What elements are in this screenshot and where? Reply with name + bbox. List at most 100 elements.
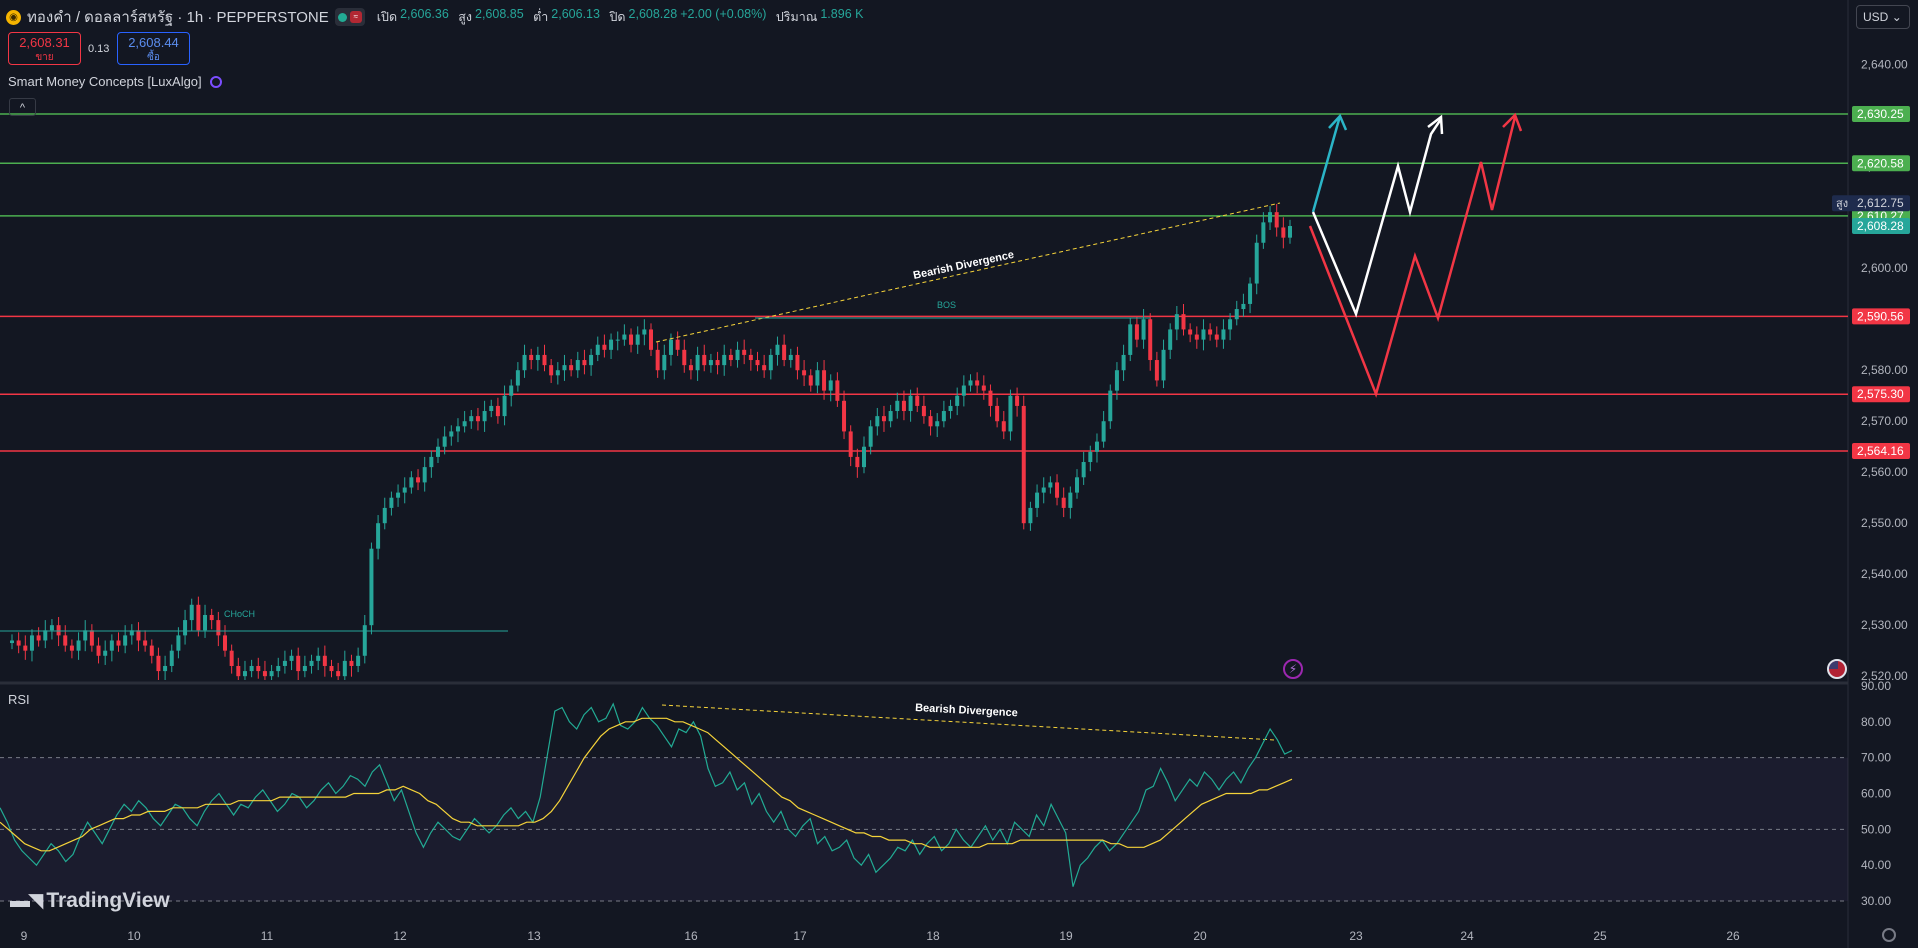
- levels-layer: [0, 113, 1848, 452]
- candle-body: [848, 431, 853, 457]
- time-tick-label: 13: [527, 929, 541, 943]
- candle-body: [529, 354, 534, 361]
- candle-body: [336, 671, 341, 677]
- candle-body: [29, 635, 34, 651]
- symbol-title[interactable]: ทองคำ / ดอลลาร์สหรัฐ · 1h · PEPPERSTONE: [27, 9, 329, 26]
- divergence-line-rsi: [661, 704, 1276, 741]
- candle-body: [1021, 405, 1026, 524]
- price-tick-label: 2,550.00: [1861, 516, 1908, 530]
- candle-body: [16, 640, 21, 646]
- time-tick-label: 9: [21, 929, 28, 943]
- candle-body: [642, 329, 647, 335]
- candle-body: [1148, 319, 1153, 361]
- candle-body: [302, 665, 307, 672]
- candle-body: [549, 365, 554, 376]
- candle-body: [329, 665, 334, 672]
- candle-body: [535, 354, 540, 361]
- candle-body: [768, 354, 773, 371]
- market-status-pill[interactable]: ≈: [334, 8, 365, 26]
- buy-button[interactable]: 2,608.44 ซื้อ: [117, 32, 190, 65]
- candle-body: [1075, 477, 1079, 493]
- candle-body: [855, 456, 860, 468]
- price-tick-label: 2,540.00: [1861, 567, 1908, 581]
- sell-button[interactable]: 2,608.31 ขาย: [8, 32, 81, 65]
- projection-arrowhead-teal: [1328, 113, 1348, 131]
- candle-body: [402, 487, 407, 493]
- gear-icon[interactable]: [1882, 928, 1896, 942]
- candle-body: [742, 349, 747, 355]
- candle-body: [109, 640, 114, 651]
- candle-body: [63, 635, 68, 646]
- rsi-tick-label: 80.00: [1861, 715, 1891, 729]
- tradingview-mark-icon: ▬◥: [10, 890, 43, 912]
- price-tick-label: 2,570.00: [1861, 414, 1908, 428]
- candle-body: [702, 354, 707, 366]
- candle-body: [941, 411, 946, 422]
- candle-body: [1094, 441, 1099, 452]
- candle-body: [176, 635, 181, 651]
- gold-coin-icon: ◉: [6, 9, 21, 25]
- candle-body: [715, 360, 720, 366]
- candle-body: [862, 446, 866, 468]
- candle-body: [755, 360, 760, 366]
- candle-body: [708, 360, 713, 366]
- candle-body: [1088, 451, 1093, 463]
- high-tag-bg: [1832, 195, 1910, 212]
- rsi-tick-label: 60.00: [1861, 787, 1891, 801]
- candle-body: [988, 390, 993, 406]
- candle-body: [842, 400, 847, 432]
- candle-body: [1141, 319, 1146, 340]
- candle-body: [595, 344, 600, 355]
- divergence-label-rsi: Bearish Divergence: [915, 702, 1018, 719]
- candle-body: [575, 360, 580, 371]
- rsi-legend[interactable]: RSI: [8, 692, 30, 707]
- header-bar: ◉ ทองคำ / ดอลลาร์สหรัฐ · 1h · PEPPERSTON…: [0, 0, 863, 34]
- candle-body: [169, 650, 174, 666]
- candle-body: [183, 620, 188, 636]
- candle-body: [123, 635, 128, 646]
- sell-price: 2,608.31: [19, 35, 70, 50]
- candle-body: [722, 354, 727, 366]
- candle-body: [369, 548, 374, 626]
- candle-body: [782, 344, 787, 361]
- candle-body: [56, 625, 61, 636]
- candle-body: [695, 354, 700, 371]
- divergence-line-price: [655, 202, 1281, 343]
- last-price-tag-bg: [1852, 218, 1910, 235]
- rsi-tick-label: 40.00: [1861, 858, 1891, 872]
- candle-body: [1114, 370, 1119, 391]
- candle-body: [1228, 319, 1233, 330]
- candle-body: [629, 334, 634, 345]
- candle-body: [961, 385, 966, 396]
- chevron-down-icon: ⌄: [1891, 10, 1902, 24]
- collapse-legend-button[interactable]: ^: [9, 98, 36, 116]
- candle-body: [1041, 487, 1046, 493]
- currency-select[interactable]: USD ⌄: [1856, 5, 1910, 29]
- candle-body: [436, 446, 440, 457]
- candle-body: [429, 456, 434, 468]
- indicator-legend[interactable]: Smart Money Concepts [LuxAlgo]: [8, 74, 222, 89]
- candle-body: [1281, 227, 1286, 238]
- rsi-ma-line: [0, 717, 1293, 852]
- candle-body: [589, 354, 594, 366]
- flash-icon[interactable]: ⚡: [1283, 659, 1303, 679]
- candle-body: [602, 344, 607, 350]
- candle-body: [1154, 360, 1159, 381]
- price-tick-label: 2,580.00: [1861, 363, 1908, 377]
- candle-body: [322, 655, 327, 666]
- candle-body: [36, 635, 41, 641]
- candle-body: [269, 671, 274, 677]
- candle-body: [349, 660, 354, 666]
- candle-body: [815, 370, 820, 386]
- candle-body: [469, 416, 474, 422]
- tradingview-logo[interactable]: ▬◥ TradingView: [10, 888, 170, 913]
- candle-body: [149, 645, 154, 656]
- candle-body: [1001, 421, 1006, 432]
- us-flag-icon[interactable]: [1827, 659, 1847, 679]
- candle-body: [316, 655, 321, 661]
- price-tick-label: 2,530.00: [1861, 618, 1908, 632]
- price-tick-label: 2,560.00: [1861, 465, 1908, 479]
- time-tick-label: 17: [793, 929, 807, 943]
- candle-body: [1261, 222, 1266, 243]
